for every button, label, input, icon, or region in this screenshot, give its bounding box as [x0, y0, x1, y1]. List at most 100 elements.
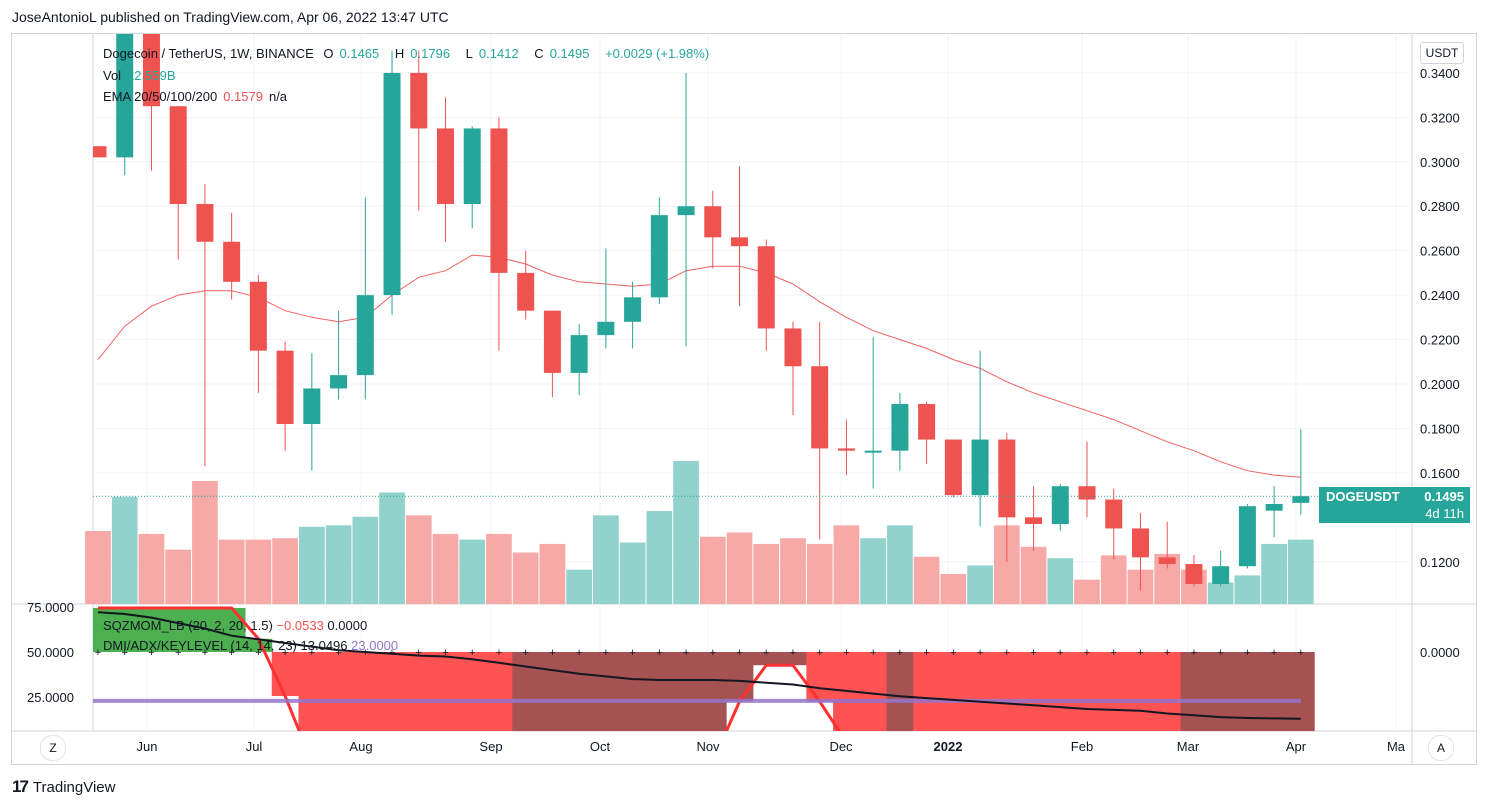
squeeze-dot: + — [1244, 647, 1250, 659]
squeeze-dot: + — [1298, 647, 1304, 659]
squeeze-dot: + — [897, 647, 903, 659]
squeeze-bar — [672, 652, 700, 731]
squeeze-bar — [913, 652, 941, 731]
squeeze-bar — [218, 608, 246, 652]
volume-bar — [1100, 555, 1127, 604]
squeeze-dot: + — [282, 647, 288, 659]
price-tick-label: 0.2600 — [1420, 244, 1460, 259]
time-tick-label: Ma — [1387, 739, 1406, 754]
squeeze-bar — [485, 652, 513, 731]
candle-body — [570, 335, 588, 373]
candle-body — [330, 375, 348, 389]
indicator-tick-label: 25.0000 — [27, 690, 74, 705]
price-legend: Dogecoin / TetherUS, 1W, BINANCE O 0.1465… — [103, 46, 715, 61]
dmi-value-2: 23.0000 — [351, 638, 399, 653]
time-tick-label: Jun — [137, 739, 158, 754]
squeeze-bar — [966, 652, 994, 731]
volume-bars — [85, 461, 1314, 604]
squeeze-dot: + — [656, 647, 662, 659]
ema-legend: EMA 20/50/100/200 0.1579 n/a — [103, 89, 293, 104]
price-tick-label: 0.2000 — [1420, 377, 1460, 392]
volume-bar — [619, 542, 646, 604]
candle-body — [116, 34, 134, 158]
volume-bar — [111, 496, 138, 604]
indicator-tick-label: 50.0000 — [27, 645, 74, 660]
squeeze-bar — [939, 652, 968, 731]
time-tick-label: Aug — [349, 739, 372, 754]
squeeze-dot: + — [148, 647, 154, 659]
squeeze-bar — [752, 652, 781, 666]
squeeze-dot: + — [1271, 647, 1277, 659]
squeeze-bar — [699, 652, 727, 731]
volume-bar — [940, 573, 967, 604]
candle-body — [837, 448, 855, 451]
volume-bar — [1234, 575, 1261, 604]
price-tick-label: 0.2200 — [1420, 333, 1460, 348]
candle-body — [1185, 563, 1203, 584]
squeeze-dot: + — [416, 647, 422, 659]
candle-body — [757, 246, 775, 329]
volume-bar — [405, 515, 432, 604]
price-tick-label: 0.3000 — [1420, 155, 1460, 170]
squeeze-momentum-histogram — [93, 606, 1315, 731]
squeeze-value-1: −0.0533 — [276, 618, 324, 633]
squeeze-dot: + — [1004, 647, 1010, 659]
candle-body — [276, 350, 294, 424]
candle-body — [704, 206, 722, 238]
squeeze-dot: + — [522, 647, 528, 659]
candle-body — [93, 146, 107, 158]
squeeze-bar — [1180, 652, 1208, 731]
squeeze-dot: + — [683, 647, 689, 659]
footer: 17 TradingView — [12, 777, 115, 797]
volume-bar — [967, 565, 993, 604]
time-tick-label: 2022 — [934, 739, 963, 754]
squeeze-bar — [325, 652, 353, 731]
volume-bar — [325, 525, 352, 604]
volume-bar — [272, 538, 298, 604]
candle-body — [677, 206, 695, 216]
squeeze-dot: + — [763, 647, 769, 659]
volume-bar — [726, 532, 753, 604]
currency-button[interactable]: USDT — [1420, 42, 1464, 64]
candle-body — [1051, 486, 1069, 524]
time-tick-label: Mar — [1177, 739, 1200, 754]
volume-bar — [806, 543, 833, 604]
chart-frame — [11, 33, 1477, 765]
squeeze-bar — [806, 652, 834, 702]
squeeze-bar — [886, 652, 914, 731]
ema-na: n/a — [268, 89, 288, 104]
zoom-button[interactable]: Z — [40, 735, 66, 761]
time-tick-label: Jul — [246, 739, 263, 754]
squeeze-label: SQZMOM_LB (20, 2, 20, 1.5) — [103, 618, 273, 633]
high-value: H 0.1796 — [394, 46, 451, 61]
indicator-right-tick-label: 0.0000 — [1420, 645, 1460, 660]
volume-bar — [833, 525, 860, 604]
candle-body — [303, 388, 321, 424]
candle-body — [223, 241, 241, 282]
tag-symbol: DOGEUSDT — [1326, 489, 1400, 504]
axes: 0.3400 0.3200 0.3000 0.2800 0.2600 0.2400 0.22… — [27, 66, 1460, 754]
change-value: +0.0029 (+1.98%) — [605, 46, 710, 61]
volume-bar — [1287, 539, 1314, 604]
price-tick-label: 0.1800 — [1420, 421, 1460, 436]
price-tick-label: 0.1200 — [1420, 555, 1460, 570]
volume-bar — [1207, 582, 1234, 604]
volume-bar — [673, 461, 699, 604]
candles — [93, 34, 1310, 591]
time-tick-label: Sep — [479, 739, 502, 754]
candle-body — [517, 272, 535, 311]
symbol-label: Dogecoin / TetherUS, 1W, BINANCE — [103, 46, 314, 61]
squeeze-dot: + — [816, 647, 822, 659]
candle-body — [1292, 496, 1310, 503]
squeeze-bar — [859, 652, 888, 731]
candle-body — [1105, 499, 1123, 529]
volume-bar — [459, 539, 486, 604]
squeeze-dot: + — [1137, 647, 1143, 659]
open-value: O 0.1465 — [323, 46, 380, 61]
squeeze-bar — [405, 652, 433, 731]
auto-scale-button[interactable]: A — [1428, 735, 1454, 761]
squeeze-legend: SQZMOM_LB (20, 2, 20, 1.5) −0.0533 0.000… — [103, 618, 367, 633]
squeeze-dot: + — [710, 647, 716, 659]
squeeze-bar — [458, 652, 487, 731]
